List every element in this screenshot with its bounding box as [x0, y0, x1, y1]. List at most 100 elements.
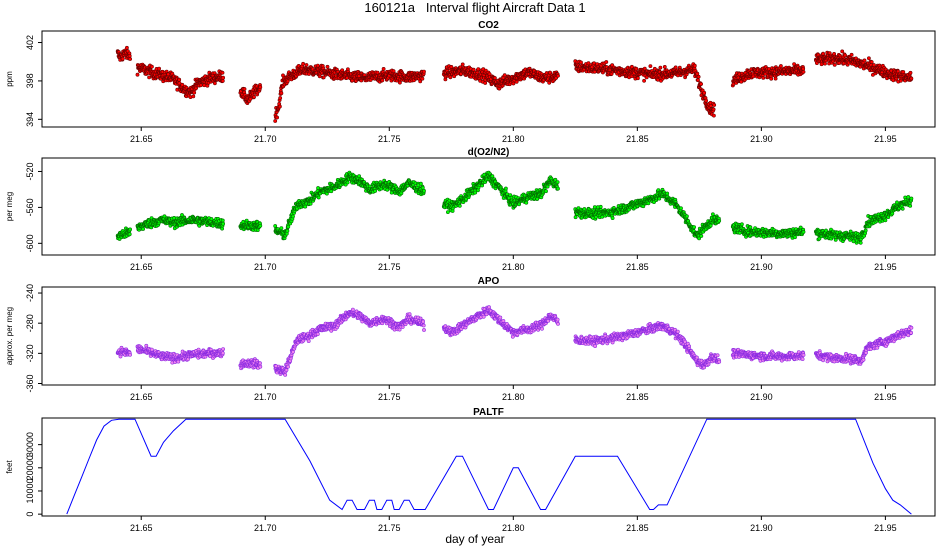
x-tick-label: 21.65	[130, 134, 153, 144]
data-point	[221, 71, 224, 74]
data-point	[679, 207, 682, 210]
data-point	[605, 60, 608, 63]
y-tick-label: 398	[25, 73, 35, 88]
data-point	[386, 188, 389, 191]
y-axis-label: per meg	[5, 192, 14, 221]
data-point	[286, 365, 289, 368]
data-point	[259, 86, 262, 89]
data-point	[150, 348, 153, 351]
data-point	[685, 215, 688, 218]
data-point	[556, 181, 559, 184]
data-point	[844, 54, 847, 57]
data-point	[643, 79, 646, 82]
data-point	[382, 67, 385, 70]
y-tick-label: -520	[25, 162, 35, 180]
data-point	[635, 67, 638, 70]
data-point	[693, 64, 696, 67]
x-tick-label: 21.75	[378, 262, 401, 272]
x-tick-label: 21.85	[626, 134, 649, 144]
y-axis-label: approx. per meg	[5, 307, 14, 365]
series-apo	[116, 306, 913, 377]
data-point	[302, 62, 305, 65]
data-point	[802, 230, 805, 233]
data-point	[178, 78, 181, 81]
data-point	[128, 233, 131, 236]
data-point	[150, 65, 153, 68]
data-point	[422, 70, 425, 73]
data-point	[705, 99, 708, 102]
data-point	[907, 195, 910, 198]
x-tick-label: 21.65	[130, 262, 153, 272]
data-point	[221, 79, 224, 82]
data-point	[841, 50, 844, 53]
x-tick-label: 21.80	[502, 392, 525, 402]
data-point	[712, 108, 715, 111]
data-point	[222, 348, 225, 351]
data-point	[278, 105, 281, 108]
data-point	[703, 91, 706, 94]
data-point	[274, 119, 277, 122]
series-co2	[116, 46, 913, 122]
data-point	[700, 82, 703, 85]
x-tick-label: 21.70	[254, 134, 277, 144]
data-point	[128, 54, 131, 57]
data-point	[392, 70, 395, 73]
data-point	[259, 365, 262, 368]
data-point	[666, 192, 669, 195]
data-point	[802, 67, 805, 70]
data-point	[663, 65, 666, 68]
data-point	[284, 373, 287, 376]
data-point	[884, 219, 887, 222]
data-point	[636, 77, 639, 80]
data-point	[774, 77, 777, 80]
data-point	[491, 175, 494, 178]
data-point	[213, 82, 216, 85]
data-point	[870, 60, 873, 63]
data-point	[833, 63, 836, 66]
y-tick-label: -600	[25, 234, 35, 252]
data-point	[258, 362, 261, 365]
x-tick-label: 21.90	[750, 392, 773, 402]
data-point	[659, 66, 662, 69]
data-point	[474, 191, 477, 194]
x-tick-label: 21.65	[130, 392, 153, 402]
data-point	[158, 67, 161, 70]
data-point	[252, 95, 255, 98]
data-point	[199, 84, 202, 87]
data-point	[493, 76, 496, 79]
data-point	[243, 87, 246, 90]
data-point	[909, 204, 912, 207]
data-point	[864, 229, 867, 232]
data-point	[859, 241, 862, 244]
data-point	[779, 64, 782, 67]
figure-title: 160121a Interval flight Aircraft Data 1	[0, 0, 950, 16]
data-point	[259, 224, 262, 227]
data-point	[129, 228, 132, 231]
data-point	[630, 65, 633, 68]
data-point	[374, 189, 377, 192]
data-point	[279, 96, 282, 99]
data-point	[193, 91, 196, 94]
data-point	[221, 227, 224, 230]
data-point	[867, 57, 870, 60]
data-point	[129, 353, 132, 356]
data-point	[346, 181, 349, 184]
x-tick-label: 21.80	[502, 134, 525, 144]
data-point	[287, 225, 290, 228]
y-tick-label: -240	[25, 284, 35, 302]
x-tick-label: 21.70	[254, 392, 277, 402]
y-axis-label: ppm	[5, 71, 14, 87]
y-tick-label: -360	[25, 374, 35, 392]
data-point	[740, 223, 743, 226]
series-d-o2-n2-	[116, 171, 913, 244]
data-point	[599, 205, 602, 208]
data-point	[291, 215, 294, 218]
data-point	[902, 70, 905, 73]
data-point	[697, 75, 700, 78]
x-tick-label: 21.95	[874, 134, 897, 144]
data-point	[649, 65, 652, 68]
data-point	[863, 59, 866, 62]
